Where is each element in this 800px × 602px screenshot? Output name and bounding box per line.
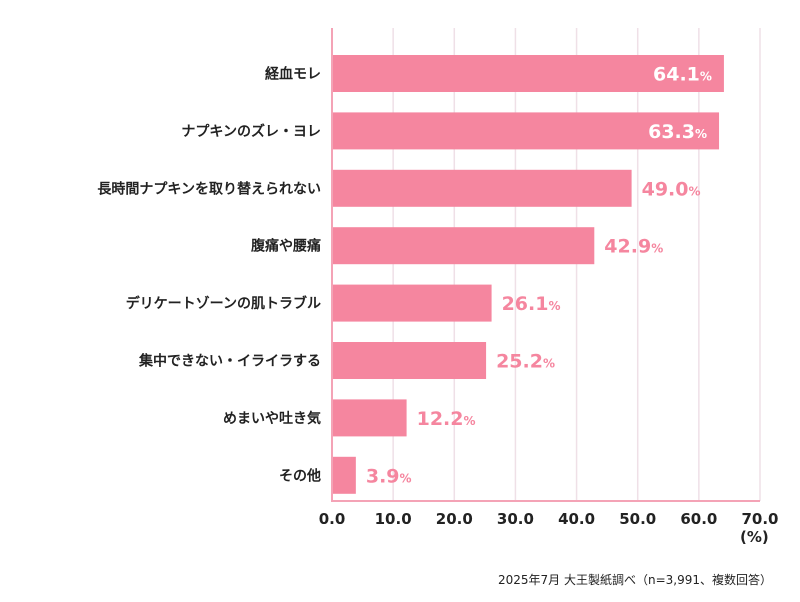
x-tick-label: 40.0 <box>558 510 595 528</box>
footnote: 2025年7月 大王製紙調べ（n=3,991、複数回答） <box>497 573 772 587</box>
value-label: 42.9% <box>604 236 663 258</box>
value-label: 49.0% <box>642 178 701 200</box>
category-label: めまいや吐き気 <box>223 410 321 427</box>
bar <box>332 342 487 379</box>
x-tick-label: 50.0 <box>619 510 656 528</box>
x-tick-label: 30.0 <box>497 510 534 528</box>
value-label: 12.2% <box>417 408 476 430</box>
category-label: 経血モレ <box>265 66 321 83</box>
bar <box>332 112 720 150</box>
bar <box>332 284 492 322</box>
bar <box>332 399 407 437</box>
value-label: 3.9% <box>366 465 412 487</box>
value-label: 63.3% <box>648 121 707 143</box>
x-tick-label: 60.0 <box>680 510 717 528</box>
bar <box>332 456 356 494</box>
value-label: 26.1% <box>502 293 561 315</box>
category-label: ナプキンのズレ・ヨレ <box>181 123 321 140</box>
bar <box>332 169 632 207</box>
x-tick-label: 70.0 <box>741 510 778 528</box>
x-tick-label: 10.0 <box>375 510 412 528</box>
category-label: 長時間ナプキンを取り替えられない <box>97 180 321 197</box>
category-label: 集中できない・イライラする <box>138 353 321 370</box>
bar <box>332 55 724 92</box>
x-tick-label: 0.0 <box>319 510 346 528</box>
category-label: その他 <box>279 467 321 484</box>
value-label: 64.1% <box>653 64 712 86</box>
category-label: デリケートゾーンの肌トラブル <box>126 295 321 312</box>
x-tick-label: 20.0 <box>436 510 473 528</box>
value-label: 25.2% <box>496 351 555 373</box>
bar <box>332 227 595 265</box>
category-label: 腹痛や腰痛 <box>251 238 321 255</box>
x-axis-unit: (%) <box>740 528 769 546</box>
